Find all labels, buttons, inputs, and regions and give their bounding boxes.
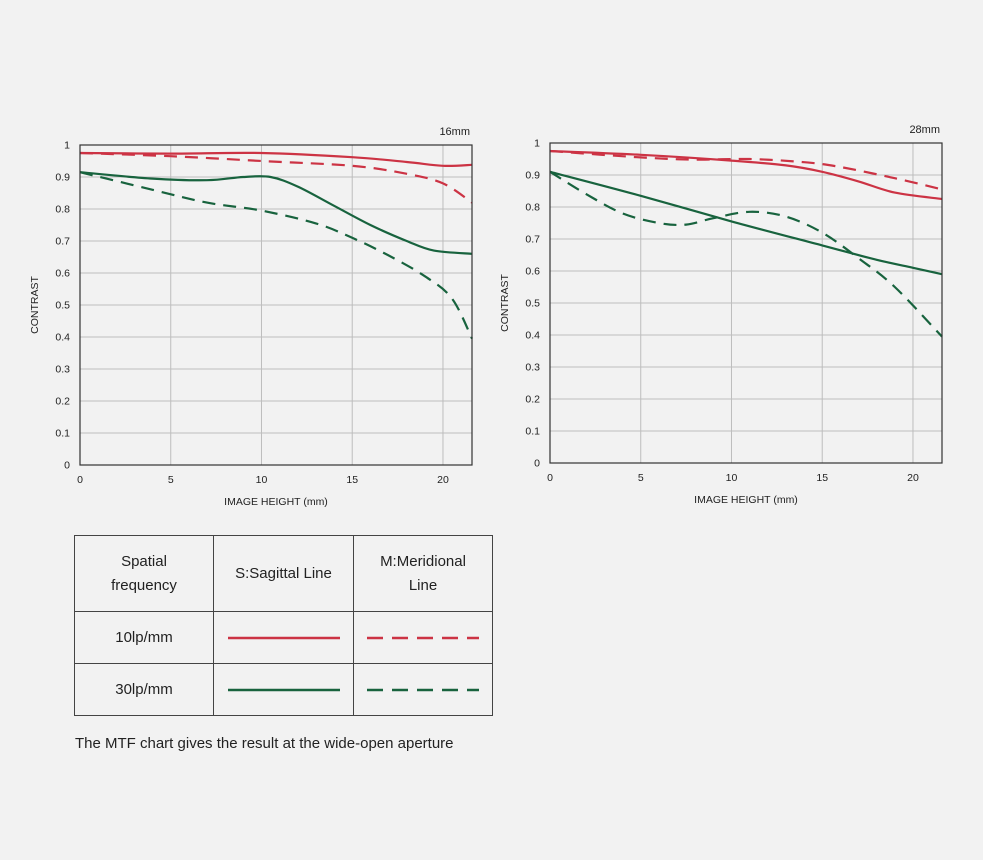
legend-swatch-cell bbox=[353, 611, 493, 664]
legend-header-row: Spatial frequency S:Sagittal Line M:Meri… bbox=[74, 535, 493, 612]
y-tick-label: 0 bbox=[534, 458, 540, 470]
x-axis-label: IMAGE HEIGHT (mm) bbox=[694, 494, 798, 506]
mtf-charts: 00.10.20.30.40.50.60.70.80.910 5 10 15 2016m… bbox=[29, 124, 943, 508]
y-axis-label: CONTRAST bbox=[29, 276, 41, 334]
y-tick-label: 1 bbox=[534, 138, 540, 150]
footnote: The MTF chart gives the result at the wi… bbox=[75, 735, 454, 752]
series-line-red-dashed bbox=[79, 151, 473, 204]
header-meridional-line: M:Meridional Line bbox=[353, 535, 493, 612]
x-tick-label: 10 bbox=[256, 474, 268, 486]
x-tick-label: 15 bbox=[346, 474, 358, 486]
y-tick-label: 0.5 bbox=[55, 300, 70, 312]
legend-solid-red-line bbox=[227, 636, 340, 639]
series-line-green-solid bbox=[79, 171, 473, 255]
series-line-green-dashed bbox=[79, 171, 473, 340]
y-tick-label: 0.2 bbox=[525, 394, 540, 406]
y-tick-label: 0.4 bbox=[55, 332, 70, 344]
legend-label-30lp: 30lp/mm bbox=[74, 663, 214, 716]
plot-frame bbox=[79, 144, 473, 466]
x-tick-label: 0 bbox=[77, 474, 83, 486]
x-tick-label: 5 bbox=[638, 472, 644, 484]
x-tick-label: 5 bbox=[168, 474, 174, 486]
legend-swatch-cell bbox=[213, 663, 354, 716]
y-tick-label: 0.2 bbox=[55, 396, 70, 408]
y-tick-label: 0.9 bbox=[55, 172, 70, 184]
y-tick-label: 1 bbox=[64, 140, 70, 152]
y-tick-label: 0.4 bbox=[525, 330, 540, 342]
series-line-green-dashed bbox=[549, 170, 943, 338]
legend-swatch-cell bbox=[213, 611, 354, 664]
series-line-red-dashed bbox=[549, 149, 943, 191]
legend-label-10lp: 10lp/mm bbox=[74, 611, 214, 664]
y-tick-label: 0.7 bbox=[525, 234, 540, 246]
y-tick-label: 0.8 bbox=[525, 202, 540, 214]
y-tick-label: 0.8 bbox=[55, 204, 70, 216]
y-tick-label: 0.6 bbox=[55, 268, 70, 280]
x-tick-label: 10 bbox=[726, 472, 738, 484]
plot-frame bbox=[549, 142, 943, 464]
y-axis-label: CONTRAST bbox=[499, 274, 511, 332]
chart-title: 28mm bbox=[909, 124, 940, 136]
mtf-chart-1: 00.10.20.30.40.50.60.70.80.910 5 10 15 2016m… bbox=[29, 126, 473, 508]
y-tick-label: 0.1 bbox=[525, 426, 540, 438]
series-line-green-solid bbox=[549, 170, 943, 276]
y-tick-label: 0 bbox=[64, 460, 70, 472]
y-tick-label: 0.5 bbox=[525, 298, 540, 310]
legend-dashed-red-line bbox=[367, 636, 479, 639]
chart-title: 16mm bbox=[439, 126, 470, 138]
legend-dashed-green-line bbox=[367, 688, 479, 691]
legend-row-10lp: 10lp/mm bbox=[74, 611, 493, 664]
y-tick-label: 0.1 bbox=[55, 428, 70, 440]
mtf-chart-2: 00.10.20.30.40.50.60.70.80.910 5 10 15 2028m… bbox=[499, 124, 943, 506]
legend-table: Spatial frequency S:Sagittal Line M:Meri… bbox=[74, 535, 493, 716]
legend-row-30lp: 30lp/mm bbox=[74, 663, 493, 716]
x-axis-label: IMAGE HEIGHT (mm) bbox=[224, 496, 328, 508]
series-line-red-solid bbox=[549, 149, 943, 201]
header-spatial-frequency: Spatial frequency bbox=[74, 535, 214, 612]
y-tick-label: 0.7 bbox=[55, 236, 70, 248]
legend-swatch-cell bbox=[353, 663, 493, 716]
y-tick-label: 0.9 bbox=[525, 170, 540, 182]
series-line-red-solid bbox=[79, 151, 473, 168]
y-tick-label: 0.6 bbox=[525, 266, 540, 278]
x-tick-label: 0 bbox=[547, 472, 553, 484]
y-tick-label: 0.3 bbox=[525, 362, 540, 374]
y-tick-label: 0.3 bbox=[55, 364, 70, 376]
legend-solid-green-line bbox=[227, 688, 340, 691]
x-tick-label: 15 bbox=[816, 472, 828, 484]
x-tick-label: 20 bbox=[907, 472, 919, 484]
header-sagittal-line: S:Sagittal Line bbox=[213, 535, 354, 612]
x-tick-label: 20 bbox=[437, 474, 449, 486]
